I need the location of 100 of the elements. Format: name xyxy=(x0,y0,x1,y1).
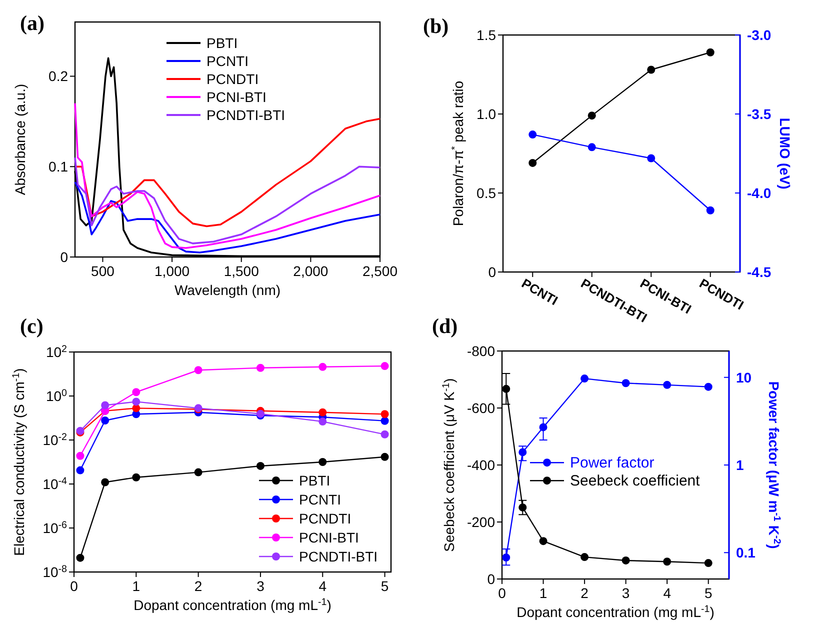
y-tick-label: -800 xyxy=(466,343,496,359)
y-tick-label: -600 xyxy=(466,400,496,416)
legend-label: PCNDTI xyxy=(299,510,352,526)
x-tick-label: 2 xyxy=(194,578,202,594)
point xyxy=(539,423,548,432)
point xyxy=(101,416,110,424)
point xyxy=(101,401,110,410)
y2-tick-label: -4.5 xyxy=(747,264,772,280)
point xyxy=(663,558,672,566)
x-tick-label: 1,000 xyxy=(154,263,190,279)
point xyxy=(380,410,389,418)
x-tick-label: 2,500 xyxy=(362,263,398,279)
legend-label: PCNDTI-BTI xyxy=(206,107,286,123)
y-tick-label: 1.0 xyxy=(476,106,496,122)
point xyxy=(518,503,527,512)
point xyxy=(380,362,389,370)
point xyxy=(528,130,537,139)
chart-title: (d) xyxy=(432,314,458,338)
point xyxy=(539,537,548,546)
point xyxy=(132,398,140,406)
chart-title: (b) xyxy=(423,14,449,38)
point xyxy=(580,374,589,383)
point xyxy=(588,112,596,120)
point xyxy=(256,364,264,372)
x-tick-label: 4 xyxy=(318,578,327,594)
point xyxy=(132,388,140,396)
chart-title: (c) xyxy=(20,314,44,338)
y2-tick-label: -4.0 xyxy=(747,185,772,201)
line-series xyxy=(74,156,381,244)
point xyxy=(380,416,389,425)
point xyxy=(101,478,110,486)
point xyxy=(194,366,202,374)
point xyxy=(132,473,140,482)
y-tick-label: -400 xyxy=(466,457,496,473)
y-tick-label: 10$^{-2}$ xyxy=(42,432,67,448)
point xyxy=(528,158,537,167)
legend-label: PCNDTI-BTI xyxy=(299,548,378,564)
x-tick-label: 1,500 xyxy=(224,263,260,279)
point xyxy=(76,452,84,460)
point xyxy=(318,408,327,416)
legend-label: Seebeck coefficient xyxy=(570,472,701,490)
line-series xyxy=(74,102,381,249)
y-tick-label: 10$^{-6}$ xyxy=(42,520,68,536)
x-tick-label: 5 xyxy=(704,585,712,601)
x-tick-label: 0 xyxy=(70,578,78,594)
point xyxy=(380,452,389,461)
point xyxy=(76,466,84,474)
point xyxy=(518,448,527,456)
y-tick-label: 0.2 xyxy=(48,68,68,84)
y2-tick-label: -3.0 xyxy=(747,27,772,43)
x-axis-title: Dopant concentration (mg mL$^{-1}$) xyxy=(134,596,332,613)
x-tick-label: 3 xyxy=(622,585,630,601)
point xyxy=(318,458,327,466)
point xyxy=(706,48,714,56)
legend-label: PBTI xyxy=(299,472,330,488)
y2-tick-label: 0.1 xyxy=(736,544,756,561)
y-tick-label: 0.5 xyxy=(476,185,496,201)
point xyxy=(704,382,712,391)
y2-tick-label: -3.5 xyxy=(747,106,772,122)
y-tick-label: 10$^{-4}$ xyxy=(42,476,68,492)
x-tick-label: 4 xyxy=(663,585,672,601)
point xyxy=(622,556,630,564)
point xyxy=(380,430,389,438)
point xyxy=(318,362,327,371)
point xyxy=(580,553,589,562)
y-tick-label: 10$^{0}$ xyxy=(46,388,68,404)
point xyxy=(622,379,630,388)
x-axis-title: Wavelength (nm) xyxy=(174,282,281,298)
line-series xyxy=(74,181,381,254)
x-tick-label: 1 xyxy=(132,578,140,594)
x-axis-title: Dopant concentration (mg mL$^{-1}$) xyxy=(516,604,714,620)
y-tick-label: 0 xyxy=(60,249,68,265)
x-tick-label: 5 xyxy=(380,578,389,594)
x-tick-label: 0 xyxy=(498,585,506,601)
point xyxy=(318,418,327,426)
legend-label: PCNTI xyxy=(206,53,248,69)
y-tick-label: 1.5 xyxy=(476,27,496,43)
point xyxy=(502,384,510,393)
x-tick-label: 500 xyxy=(91,263,115,279)
point xyxy=(194,468,202,476)
x-tick-label: 3 xyxy=(256,578,265,594)
point xyxy=(647,154,656,162)
y-tick-label: 0.1 xyxy=(48,158,68,175)
x-tick-label: 2,000 xyxy=(293,263,328,279)
y-axis-title: Absorbance (a.u.) xyxy=(12,84,28,196)
y-tick-label: 10$^{-8}$ xyxy=(42,564,68,580)
point xyxy=(256,462,264,470)
x-tick-label: 1 xyxy=(539,585,548,601)
legend-label: PCNDTI xyxy=(206,71,259,87)
point xyxy=(588,143,596,152)
y2-tick-label: 1 xyxy=(736,457,744,473)
y-tick-label: 10$^{2}$ xyxy=(46,344,67,360)
y2-tick-label: 10 xyxy=(736,369,752,386)
legend-label: PBTI xyxy=(206,35,238,51)
legend-label: PCNI-BTI xyxy=(206,89,266,105)
point xyxy=(502,553,510,562)
point xyxy=(647,66,656,74)
legend-label: PCNTI xyxy=(299,492,341,508)
chart-title: (a) xyxy=(20,11,44,35)
y-tick-label: -200 xyxy=(466,514,496,530)
